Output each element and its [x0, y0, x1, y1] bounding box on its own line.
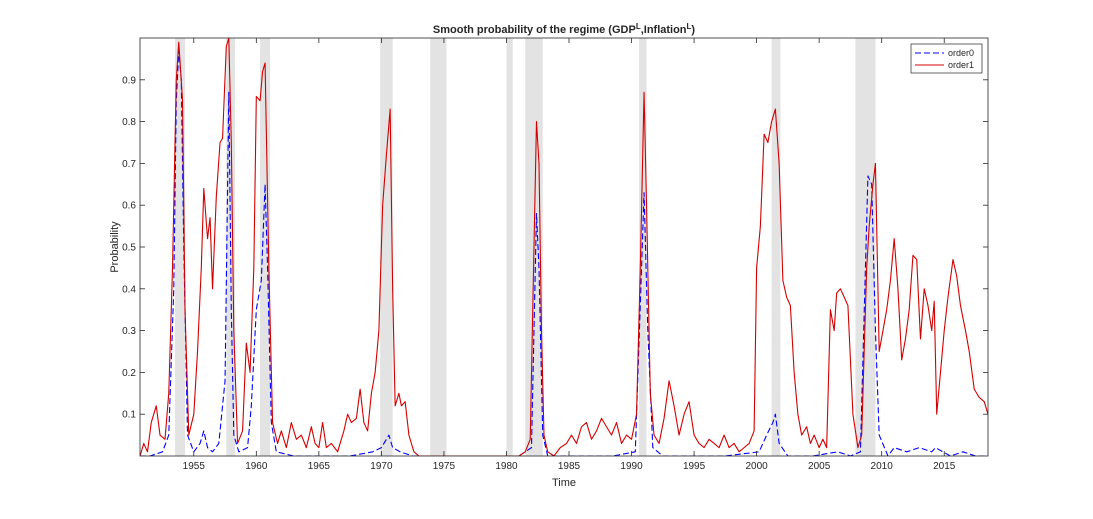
series-line-order1	[140, 38, 988, 456]
recession-band-2	[260, 38, 271, 456]
recession-band-1	[226, 38, 236, 456]
x-tick-label: 1970	[370, 461, 393, 472]
title-suffix: )	[691, 24, 695, 36]
recession-band-7	[639, 38, 647, 456]
x-tick-label: 2005	[808, 461, 831, 472]
x-tick-label: 1975	[433, 461, 456, 472]
recession-band-3	[380, 38, 393, 456]
y-tick-label: 0.5	[122, 243, 136, 254]
axes-background	[140, 38, 988, 456]
x-ticks-group: 1955 1960 1965 1970 1975 1980 1985 1990 1995 2000…	[183, 38, 956, 472]
y-tick-label: 0.4	[122, 284, 136, 295]
x-tick-label: 1985	[558, 461, 581, 472]
y-tick-label: 0.7	[122, 159, 136, 170]
recession-band-9	[855, 38, 876, 456]
series-lines-group	[140, 38, 988, 456]
x-tick-label: 2000	[745, 461, 768, 472]
recession-shading-group	[175, 38, 876, 456]
x-tick-label: 1955	[183, 461, 206, 472]
recession-band-4	[430, 38, 447, 456]
x-tick-label: 1965	[308, 461, 331, 472]
x-axis-label: Time	[552, 477, 576, 489]
x-tick-label: 1990	[620, 461, 643, 472]
x-tick-label: 1995	[683, 461, 706, 472]
recession-band-5	[506, 38, 513, 456]
y-tick-label: 0.1	[122, 410, 136, 421]
legend-box	[910, 43, 983, 74]
y-tick-label: 0.3	[122, 326, 136, 337]
x-tick-label: 1980	[495, 461, 518, 472]
chart-title: Smooth probability of the regime (GDPL,I…	[433, 22, 696, 36]
y-tick-label: 0.6	[122, 201, 136, 212]
y-tick-label: 0.9	[122, 75, 136, 86]
recession-band-0	[175, 38, 186, 456]
legend-label-order0: order0	[948, 48, 974, 58]
x-tick-label: 1960	[245, 461, 268, 472]
y-axis-label: Probability	[109, 221, 121, 273]
title-middle: ,Inflation	[641, 24, 687, 36]
title-superscript-gdp: L	[636, 22, 641, 31]
y-ticks-group: 0.1 0.2 0.3 0.4 0.5 0.6 0.7 0.8 0.9	[122, 75, 988, 421]
y-tick-label: 0.8	[122, 117, 136, 128]
x-tick-label: 2015	[933, 461, 956, 472]
x-tick-label: 2010	[871, 461, 894, 472]
title-prefix: Smooth probability of the regime (GDP	[433, 24, 636, 36]
legend: order0 order1	[910, 43, 983, 74]
y-tick-label: 0.2	[122, 368, 136, 379]
title-superscript-inflation: L	[687, 22, 692, 31]
recession-band-8	[771, 38, 781, 456]
legend-label-order1: order1	[948, 60, 974, 70]
